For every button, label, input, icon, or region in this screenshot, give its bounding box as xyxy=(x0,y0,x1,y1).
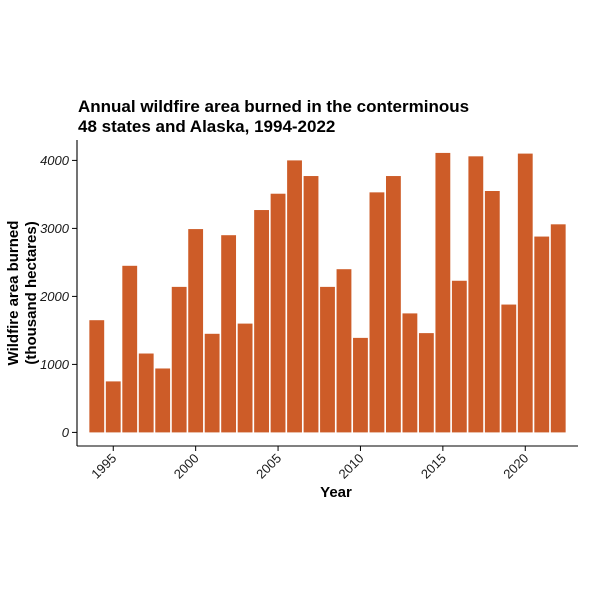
bar-2021 xyxy=(534,236,550,433)
bar-2002 xyxy=(221,235,237,433)
bar-2009 xyxy=(336,269,352,433)
bar-2004 xyxy=(254,210,269,433)
x-tick-label-2010: 2010 xyxy=(336,451,367,482)
bar-2018 xyxy=(484,191,500,433)
x-tick-label-2005: 2005 xyxy=(253,451,284,482)
bar-2017 xyxy=(468,156,484,433)
y-tick-label-0: 0 xyxy=(62,425,70,440)
bar-2022 xyxy=(550,224,566,433)
bar-1994 xyxy=(89,320,105,433)
x-axis-ticks: 1995 2000 2005 2010 2015 2020 xyxy=(88,446,531,482)
y-axis-ticks: 0 1000 2000 3000 4000 xyxy=(39,153,77,440)
bar-2010 xyxy=(353,337,368,433)
x-tick-label-2000: 2000 xyxy=(171,451,202,482)
chart-title-line-2: 48 states and Alaska, 1994-2022 xyxy=(78,117,335,136)
bar-2005 xyxy=(270,193,286,433)
bar-1997 xyxy=(138,353,154,433)
y-axis-title-line-1: Wildfire area burned xyxy=(5,221,22,366)
x-tick-label-1995: 1995 xyxy=(88,451,119,482)
bar-2019 xyxy=(501,304,517,433)
bar-2001 xyxy=(204,333,220,433)
x-axis-title: Year xyxy=(320,484,352,501)
bar-2008 xyxy=(320,286,335,433)
bars-group xyxy=(89,152,566,433)
bar-2011 xyxy=(369,192,385,433)
bar-2020 xyxy=(517,153,533,433)
bar-2000 xyxy=(188,229,204,433)
bar-2016 xyxy=(451,280,467,433)
y-tick-label-2000: 2000 xyxy=(39,289,70,304)
x-tick-label-2015: 2015 xyxy=(418,451,449,482)
bar-1999 xyxy=(171,286,187,433)
bar-2003 xyxy=(237,323,253,433)
y-tick-label-1000: 1000 xyxy=(40,357,70,372)
bar-1995 xyxy=(105,381,121,433)
bar-1998 xyxy=(155,368,171,433)
y-tick-label-3000: 3000 xyxy=(40,221,70,236)
chart-title-line-1: Annual wildfire area burned in the conte… xyxy=(78,97,469,116)
bar-2014 xyxy=(418,333,434,433)
bar-2013 xyxy=(402,313,418,433)
y-tick-label-4000: 4000 xyxy=(40,153,70,168)
bar-2012 xyxy=(386,176,401,433)
x-tick-label-2020: 2020 xyxy=(500,451,531,482)
y-axis-title-line-2: (thousand hectares) xyxy=(23,221,40,364)
bar-1996 xyxy=(122,265,138,433)
bar-2015 xyxy=(435,152,451,433)
bar-2006 xyxy=(287,160,302,433)
bar-2007 xyxy=(303,176,319,433)
